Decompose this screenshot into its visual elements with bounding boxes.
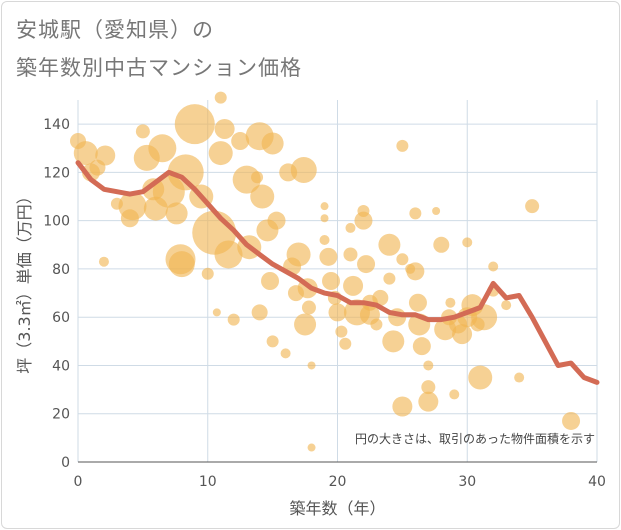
data-bubble	[383, 272, 396, 285]
data-bubble	[432, 207, 441, 216]
data-bubble	[294, 313, 317, 336]
data-bubble	[396, 253, 409, 266]
data-bubble	[408, 293, 427, 312]
data-bubble	[266, 335, 279, 348]
page-title-line1: 安城駅（愛知県）の	[16, 18, 214, 42]
data-bubble	[322, 272, 341, 290]
data-bubble	[148, 134, 177, 163]
data-bubble	[307, 361, 316, 370]
data-bubble	[290, 156, 317, 183]
data-bubble	[214, 118, 235, 139]
data-bubble	[165, 202, 188, 225]
data-bubble	[328, 303, 347, 322]
data-bubble	[167, 154, 204, 191]
axes: 0 20 40 60 80 100 120 140 0 10 20 30 40	[43, 117, 606, 490]
data-bubble	[307, 443, 316, 452]
data-bubble	[357, 255, 376, 274]
data-bubble	[468, 365, 493, 390]
data-bubble	[98, 256, 109, 267]
data-bubble	[354, 211, 373, 230]
x-tick-label: 10	[199, 474, 217, 490]
data-bubble	[118, 192, 147, 221]
data-bubble	[343, 247, 358, 262]
x-axis-label: 築年数（年）	[289, 499, 385, 518]
data-bubble	[421, 380, 436, 395]
y-axis-label: 坪（3.3㎡）単価（万円）	[15, 188, 34, 373]
data-bubble	[488, 261, 499, 272]
y-tick-label: 40	[52, 358, 70, 374]
data-bubble	[339, 337, 352, 350]
trend-series	[75, 160, 600, 385]
data-bubble	[406, 262, 425, 281]
data-bubble	[345, 222, 356, 233]
data-bubble	[231, 132, 250, 151]
data-bubble	[514, 372, 525, 383]
data-bubble	[319, 247, 338, 266]
data-bubble	[525, 199, 540, 214]
y-tick-label: 80	[52, 262, 70, 278]
data-bubble	[320, 214, 329, 223]
y-tick-label: 60	[52, 310, 70, 326]
data-bubble	[433, 236, 450, 253]
x-tick-label: 30	[458, 474, 476, 490]
data-bubble	[418, 391, 439, 412]
x-tick-label: 40	[588, 474, 606, 490]
data-bubble	[208, 141, 233, 166]
y-tick-label: 20	[52, 407, 70, 423]
size-annotation: 円の大きさは、取引のあった物件面積を示す	[355, 431, 595, 446]
data-bubble	[423, 360, 434, 371]
data-bubble	[319, 234, 330, 245]
data-bubble	[382, 330, 405, 353]
data-bubble	[370, 318, 383, 331]
data-bubble	[392, 396, 413, 417]
data-bubble	[562, 411, 581, 430]
data-bubble	[378, 233, 401, 256]
data-bubble	[449, 389, 460, 400]
data-bubble	[301, 300, 316, 315]
data-bubble	[501, 300, 512, 311]
data-bubble	[409, 207, 422, 220]
data-bubble	[214, 240, 243, 269]
data-bubble	[372, 289, 389, 306]
data-bubble	[320, 202, 329, 211]
trend-line	[75, 160, 600, 385]
data-bubble	[212, 308, 221, 317]
data-bubble	[335, 325, 348, 338]
data-bubble	[261, 272, 280, 290]
data-bubble	[201, 267, 214, 280]
y-tick-label: 140	[43, 117, 70, 133]
bubble-series	[70, 91, 581, 452]
data-bubble	[227, 313, 240, 326]
x-tick-label: 0	[74, 474, 83, 490]
y-tick-label: 100	[43, 214, 70, 230]
data-bubble	[445, 297, 456, 308]
data-bubble	[73, 141, 98, 166]
data-bubble	[396, 139, 409, 152]
data-bubble	[261, 132, 284, 155]
y-tick-label: 0	[61, 455, 70, 471]
page-title-line2: 築年数別中古マンション価格	[16, 56, 302, 80]
data-bubble	[168, 251, 195, 278]
data-bubble	[251, 171, 264, 184]
data-bubble	[251, 304, 268, 321]
y-tick-label: 120	[43, 165, 70, 181]
data-bubble	[462, 237, 473, 248]
data-bubble	[214, 91, 227, 104]
x-tick-label: 20	[329, 474, 347, 490]
data-bubble	[95, 145, 116, 166]
data-bubble	[174, 104, 215, 145]
data-bubble	[280, 348, 291, 359]
data-bubble	[250, 184, 275, 209]
data-bubble	[343, 275, 364, 296]
data-bubble	[135, 124, 150, 139]
data-bubble	[412, 337, 431, 356]
data-bubble	[267, 211, 286, 230]
data-bubble	[452, 324, 473, 345]
data-bubble	[286, 242, 311, 267]
